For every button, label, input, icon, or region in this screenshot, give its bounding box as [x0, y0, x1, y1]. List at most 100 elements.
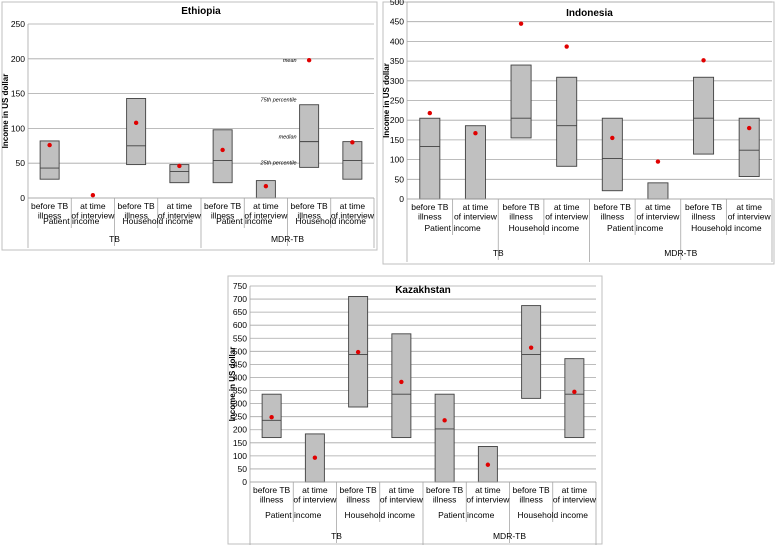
category-label-line: illness: [124, 211, 148, 221]
y-tick-label: 600: [233, 320, 247, 330]
category-label: at time of interview: [331, 201, 375, 221]
group-label: MDR-TB: [493, 531, 526, 541]
box: [521, 305, 542, 399]
box: [255, 180, 276, 199]
category-label-line: before TB: [31, 201, 69, 211]
y-tick-label: 150: [11, 89, 25, 99]
mean-point: [220, 147, 225, 153]
income-type-label: Household income: [345, 510, 416, 520]
box: [510, 64, 532, 139]
category-label: before TB illness: [118, 201, 156, 221]
mean-point: [312, 455, 318, 460]
mean-point: [427, 110, 433, 116]
y-tick-label: 400: [390, 36, 404, 46]
category-label-line: illness: [509, 212, 533, 222]
category-label-line: at time: [167, 201, 193, 211]
group-label: MDR-TB: [664, 248, 697, 258]
category-label-line: at time: [253, 201, 279, 211]
box: [738, 117, 760, 177]
group-label: MDR-TB: [271, 234, 304, 244]
box: [693, 76, 715, 155]
y-tick-label: 300: [390, 76, 404, 86]
y-tick-label: 200: [390, 115, 404, 125]
box: [434, 393, 455, 483]
category-label-line: of interview: [158, 211, 202, 221]
y-tick-label: 550: [233, 333, 247, 343]
category-label-line: before TB: [685, 202, 723, 212]
y-tick-label: 100: [11, 123, 25, 133]
y-tick-label: 0: [399, 194, 404, 204]
box: [601, 117, 623, 192]
y-axis-label: Income in US dollar: [382, 63, 391, 138]
y-tick-label: 700: [233, 294, 247, 304]
category-label-line: before TB: [513, 485, 551, 495]
income-type-label: Patient income: [425, 223, 481, 233]
mean-point: [746, 125, 752, 131]
income-type-label: Patient income: [43, 216, 99, 226]
box: [391, 333, 412, 439]
box: [299, 104, 320, 168]
category-label-line: before TB: [340, 485, 378, 495]
category-label: at time of interview: [158, 201, 202, 221]
category-label: at time of interview: [244, 201, 288, 221]
chart-title: Kazakhstan: [395, 285, 451, 296]
annotation-mean: mean: [283, 58, 297, 64]
category-label: at time of interview: [293, 485, 337, 505]
mean-point: [350, 140, 355, 145]
chart-ethiopia: 0 50 100 150 200 250 Ethiopia Income in US doll…: [1, 1, 378, 251]
box: [464, 125, 486, 200]
category-label-line: of interview: [331, 211, 375, 221]
y-tick-label: 50: [16, 158, 26, 168]
income-type-label: Household income: [296, 216, 367, 226]
category-label: before TB illness: [513, 485, 551, 505]
box: [564, 358, 585, 439]
category-label: before TB illness: [31, 201, 69, 221]
category-label: at time of interview: [454, 202, 498, 222]
category-label-line: of interview: [71, 211, 115, 221]
y-tick-label: 650: [233, 307, 247, 317]
group-label: TB: [331, 531, 342, 541]
category-label: at time of interview: [636, 202, 680, 222]
category-label: before TB illness: [411, 202, 449, 222]
category-label-line: before TB: [502, 202, 540, 212]
category-label-line: illness: [38, 211, 62, 221]
category-label: before TB illness: [204, 201, 242, 221]
category-label-line: illness: [692, 212, 716, 222]
category-label-line: of interview: [244, 211, 288, 221]
category-label-line: at time: [80, 201, 106, 211]
chart-title: Indonesia: [566, 8, 613, 19]
category-label: at time of interview: [728, 202, 772, 222]
y-axis-label: Income in US dollar: [1, 74, 10, 149]
category-label: before TB illness: [502, 202, 540, 222]
mean-point: [655, 159, 661, 164]
mean-point: [399, 379, 404, 385]
annotation-median: median: [279, 135, 297, 141]
mean-point: [177, 163, 182, 169]
category-label-line: at time: [736, 202, 762, 212]
category-label-line: of interview: [728, 212, 772, 222]
y-axis-label: Income in US dollar: [228, 347, 237, 422]
category-label-line: of interview: [454, 212, 498, 222]
category-label-line: before TB: [291, 201, 329, 211]
income-type-label: Household income: [518, 510, 589, 520]
annotation-p75: 75th percentile: [261, 98, 297, 104]
y-tick-label: 350: [390, 56, 404, 66]
chart-frame: [1, 1, 378, 251]
category-label: before TB illness: [340, 485, 378, 505]
category-label-line: before TB: [204, 201, 242, 211]
category-label-line: illness: [519, 495, 543, 505]
y-tick-label: 150: [390, 135, 404, 145]
category-label-line: at time: [475, 485, 501, 495]
category-label-line: of interview: [466, 495, 510, 505]
y-tick-label: 100: [233, 451, 247, 461]
y-tick-label: 0: [242, 477, 247, 487]
y-tick-label: 350: [233, 386, 247, 396]
box: [126, 98, 147, 166]
category-label-line: before TB: [411, 202, 449, 212]
income-type-label: Household income: [509, 223, 580, 233]
chart-kazakhstan: 0 50 100 150 200 250 300 350 400 450 500 550 600 650 7…: [227, 275, 603, 545]
y-tick-label: 250: [233, 412, 247, 422]
category-label-line: of interview: [545, 212, 589, 222]
income-type-label: Household income: [123, 216, 194, 226]
mean-point: [485, 462, 491, 467]
